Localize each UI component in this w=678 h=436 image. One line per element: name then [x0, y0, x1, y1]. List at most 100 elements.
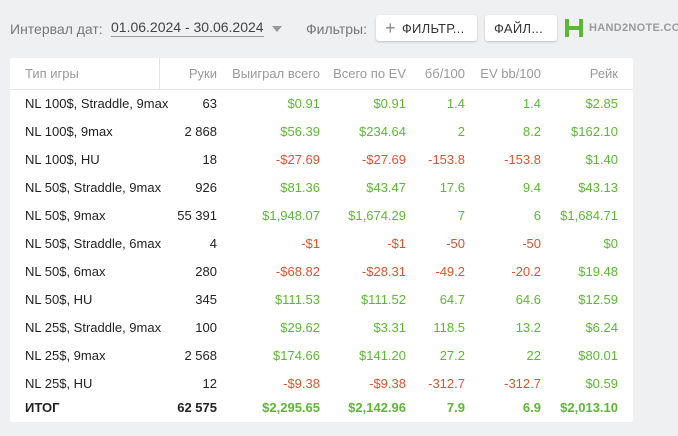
cell-bb100: 118.5 — [433, 320, 465, 335]
cell-ev-bb100: 22 — [526, 348, 541, 363]
cell-hands: 63 — [202, 96, 217, 111]
table-row[interactable]: NL 50$, Straddle, 9max 926 $81.36 $43.47 17.… — [10, 174, 633, 202]
hand2note-logo: HAND2NOTE.COM — [563, 17, 678, 39]
chevron-down-icon[interactable] — [272, 26, 282, 32]
cell-ev-bb100: 13.2 — [515, 320, 541, 335]
cell-hands: 345 — [195, 292, 217, 307]
cell-won-total: -$27.69 — [275, 152, 320, 167]
cell-ev-total: -$27.69 — [361, 152, 406, 167]
cell-ev-bb100: 1.4 — [522, 96, 541, 111]
cell-rake: $12.59 — [578, 292, 618, 307]
cell-won-total: -$68.82 — [275, 264, 320, 279]
cell-rake: $43.13 — [578, 180, 618, 195]
column-header-ev-total[interactable]: Всего по EV — [333, 66, 406, 81]
cell-game-type: NL 100$, Straddle, 9max — [25, 96, 169, 111]
column-header-ev-bb100[interactable]: EV bb/100 — [480, 66, 541, 81]
cell-ev-total: $3.31 — [373, 320, 406, 335]
cell-won-total: $29.62 — [280, 320, 320, 335]
cell-ev-total: $234.64 — [359, 124, 406, 139]
table-row[interactable]: NL 100$, Straddle, 9max 63 $0.91 $0.91 1.4 1.… — [10, 90, 633, 118]
cell-rake: $162.10 — [571, 124, 618, 139]
date-range-picker[interactable]: 01.06.2024 - 30.06.2024 — [111, 19, 264, 37]
cell-bb100: 27.2 — [439, 348, 465, 363]
cell-game-type: NL 25$, 9max — [25, 348, 106, 363]
cell-won-total: $0.91 — [287, 96, 320, 111]
cell-game-type: NL 100$, 9max — [25, 124, 113, 139]
cell-ev-bb100: -153.8 — [504, 152, 541, 167]
cell-game-type: ИТОГ — [25, 400, 60, 415]
cell-won-total: $56.39 — [280, 124, 320, 139]
cell-hands: 55 391 — [177, 208, 217, 223]
cell-ev-total: $43.47 — [366, 180, 406, 195]
cell-game-type: NL 50$, 9max — [25, 208, 106, 223]
table-total-row[interactable]: ИТОГ 62 575 $2,295.65 $2,142.96 7.9 6.9 $2,013… — [10, 398, 633, 418]
cell-bb100: 2 — [457, 124, 465, 139]
table-row[interactable]: NL 25$, HU 12 -$9.38 -$9.38 -312.7 -312.7 $0.5… — [10, 370, 633, 398]
cell-game-type: NL 50$, Straddle, 9max — [25, 180, 162, 195]
cell-rake: $2.85 — [585, 96, 618, 111]
table-row[interactable]: NL 50$, 6max 280 -$68.82 -$28.31 -49.2 -20.2 $… — [10, 258, 633, 286]
cell-ev-bb100: 9.4 — [522, 180, 541, 195]
cell-rake: $0 — [603, 236, 618, 251]
cell-rake: $2,013.10 — [560, 400, 618, 415]
column-header-hands[interactable]: Руки — [188, 66, 217, 81]
stats-table: Тип игры Руки Выиграл всего Всего по EV … — [10, 58, 633, 422]
table-row[interactable]: NL 50$, 9max 55 391 $1,948.07 $1,674.29 7 6 $1… — [10, 202, 633, 230]
cell-hands: 100 — [195, 320, 217, 335]
cell-bb100: 7 — [457, 208, 465, 223]
column-resize-handle[interactable] — [159, 58, 160, 89]
cell-won-total: -$1 — [301, 236, 320, 251]
cell-rake: $19.48 — [578, 264, 618, 279]
cell-won-total: $174.66 — [273, 348, 320, 363]
plus-icon: + — [385, 18, 396, 38]
cell-bb100: 17.6 — [439, 180, 465, 195]
cell-bb100: -49.2 — [435, 264, 465, 279]
cell-hands: 2 868 — [184, 124, 217, 139]
cell-hands: 18 — [202, 152, 217, 167]
cell-rake: $1.40 — [585, 152, 618, 167]
cell-hands: 62 575 — [177, 400, 217, 415]
cell-won-total: -$9.38 — [283, 376, 320, 391]
table-row[interactable]: NL 25$, Straddle, 9max 100 $29.62 $3.31 118.… — [10, 314, 633, 342]
cell-rake: $80.01 — [578, 348, 618, 363]
column-header-game-type[interactable]: Тип игры — [25, 66, 79, 81]
cell-ev-total: -$28.31 — [361, 264, 406, 279]
cell-bb100: -312.7 — [428, 376, 465, 391]
filters-label: Фильтры: — [306, 21, 367, 37]
cell-bb100: -50 — [446, 236, 465, 251]
filter-button[interactable]: + ФИЛЬТР... — [376, 15, 477, 41]
logo-text: HAND2NOTE.COM — [589, 22, 678, 34]
file-button[interactable]: ФАЙЛ... — [485, 15, 557, 41]
column-header-bb100[interactable]: бб/100 — [424, 66, 465, 81]
cell-rake: $6.24 — [585, 320, 618, 335]
cell-ev-total: $0.91 — [373, 96, 406, 111]
column-header-rake[interactable]: Рейк — [589, 66, 618, 81]
cell-ev-total: -$9.38 — [369, 376, 406, 391]
cell-ev-total: -$1 — [387, 236, 406, 251]
cell-ev-bb100: 8.2 — [522, 124, 541, 139]
h-logo-icon — [565, 19, 583, 37]
cell-bb100: 7.9 — [446, 400, 465, 415]
table-row[interactable]: NL 50$, Straddle, 6max 4 -$1 -$1 -50 -50 $0 — [10, 230, 633, 258]
toolbar: Интервал дат: 01.06.2024 - 30.06.2024 Фи… — [0, 0, 678, 58]
cell-game-type: NL 50$, Straddle, 6max — [25, 236, 162, 251]
table-row[interactable]: NL 100$, 9max 2 868 $56.39 $234.64 2 8.2 $162.… — [10, 118, 633, 146]
table-header: Тип игры Руки Выиграл всего Всего по EV … — [10, 58, 633, 90]
cell-rake: $0.59 — [585, 376, 618, 391]
cell-ev-bb100: -20.2 — [511, 264, 541, 279]
cell-game-type: NL 25$, Straddle, 9max — [25, 320, 162, 335]
cell-won-total: $1,948.07 — [262, 208, 320, 223]
table-row[interactable]: NL 50$, HU 345 $111.53 $111.52 64.7 64.6 $12.5… — [10, 286, 633, 314]
table-row[interactable]: NL 25$, 9max 2 568 $174.66 $141.20 27.2 22 $80… — [10, 342, 633, 370]
filter-button-label: ФИЛЬТР... — [401, 20, 465, 36]
cell-hands: 12 — [202, 376, 217, 391]
cell-ev-total: $2,142.96 — [348, 400, 406, 415]
cell-ev-total: $111.52 — [360, 292, 406, 307]
cell-game-type: NL 25$, HU — [25, 376, 93, 391]
cell-hands: 926 — [195, 180, 217, 195]
column-header-won-total[interactable]: Выиграл всего — [232, 66, 320, 81]
file-button-label: ФАЙЛ... — [494, 20, 544, 36]
cell-ev-bb100: 6.9 — [522, 400, 541, 415]
cell-won-total: $81.36 — [280, 180, 320, 195]
table-row[interactable]: NL 100$, HU 18 -$27.69 -$27.69 -153.8 -153.8 $… — [10, 146, 633, 174]
